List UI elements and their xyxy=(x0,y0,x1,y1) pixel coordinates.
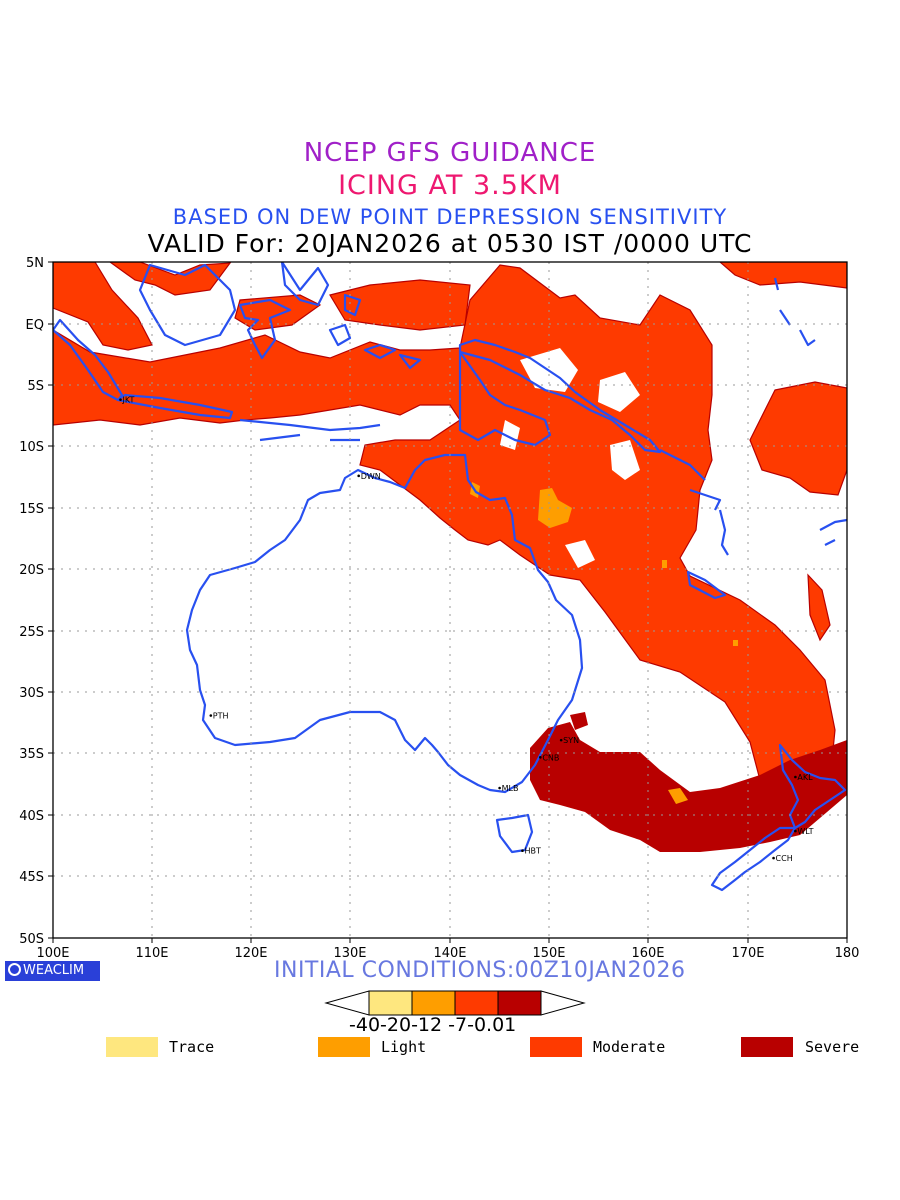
lat-label: 50S xyxy=(19,932,44,947)
lat-label: 40S xyxy=(19,809,44,824)
city-marker xyxy=(794,829,797,833)
lat-label: 20S xyxy=(19,563,44,578)
valid-time: VALID For: 20JAN2026 at 0530 IST /0000 U… xyxy=(147,229,753,258)
city-marker xyxy=(772,856,775,860)
java-coast xyxy=(116,393,234,420)
city-labels: JKT DWN PTH SYN CNB MLB HBT AKL WLT CCH xyxy=(119,396,814,863)
legend-label-moderate: Moderate xyxy=(593,1038,666,1056)
city-marker xyxy=(794,775,797,779)
lat-label: 30S xyxy=(19,686,44,701)
legend-swatch-severe xyxy=(741,1037,793,1057)
new-guinea-south xyxy=(458,350,552,447)
sulawesi-coast xyxy=(238,298,292,360)
fiji xyxy=(819,518,847,546)
city-marker xyxy=(521,849,524,853)
lon-label: 110E xyxy=(135,946,168,961)
small-islands xyxy=(773,277,816,347)
sumatra-coast xyxy=(53,318,124,402)
city-marker xyxy=(498,786,501,790)
weaclim-logo: WEACLIM xyxy=(5,961,100,981)
city-label-mlb: MLB xyxy=(502,784,519,793)
new-guinea-coast xyxy=(458,338,662,454)
lon-label: 130E xyxy=(333,946,366,961)
city-marker xyxy=(119,398,122,401)
longitude-labels: 100E 110E 120E 130E 140E 150E 160E 170E … xyxy=(36,946,859,961)
lat-label: 10S xyxy=(19,440,44,455)
lat-label: 15S xyxy=(19,502,44,517)
chart-subtitle: ICING AT 3.5KM xyxy=(338,170,562,201)
city-label-akl: AKL xyxy=(797,773,813,782)
city-label-cch: CCH xyxy=(776,854,793,863)
coastlines xyxy=(53,262,847,892)
tasmania-coast xyxy=(495,813,534,854)
australia-coast xyxy=(185,453,584,794)
colorbar-ticks: -40-20-12 -7-0.01 xyxy=(349,1014,517,1036)
lon-label: 150E xyxy=(532,946,565,961)
icing-severe-regions xyxy=(530,712,847,852)
legend-label-trace: Trace xyxy=(169,1038,215,1056)
lon-label: 160E xyxy=(631,946,664,961)
grid-lines xyxy=(53,262,847,938)
city-label-pth: PTH xyxy=(213,712,229,721)
legend-swatch-light xyxy=(318,1037,370,1057)
philippines-coast xyxy=(280,262,330,307)
lat-label: 45S xyxy=(19,870,44,885)
legend-swatch-trace xyxy=(106,1037,158,1057)
lon-label: 140E xyxy=(433,946,466,961)
latitude-labels: 5N EQ 5S 10S 15S 20S 25S 30S 35S 40S 45S… xyxy=(19,256,44,947)
chart-title: NCEP GFS GUIDANCE xyxy=(303,138,597,168)
initial-conditions: INITIAL CONDITIONS:00Z10JAN2026 xyxy=(274,958,686,983)
icing-moderate-regions xyxy=(53,262,847,801)
lon-label: 180 xyxy=(835,946,860,961)
city-label-wlt: WLT xyxy=(797,827,813,836)
legend-label-severe: Severe xyxy=(805,1038,860,1056)
lon-label: 170E xyxy=(731,946,764,961)
borneo-coast xyxy=(138,263,237,347)
logo-text: WEACLIM xyxy=(23,963,85,978)
chart-method: BASED ON DEW POINT DEPRESSION SENSITIVIT… xyxy=(172,205,728,229)
halmahera xyxy=(343,293,362,317)
city-label-syn: SYN xyxy=(563,736,579,745)
legend-swatch-moderate xyxy=(530,1037,582,1057)
nz-north-island xyxy=(778,743,847,830)
lat-label: 25S xyxy=(19,625,44,640)
lat-label: 35S xyxy=(19,747,44,762)
lon-label: 100E xyxy=(36,946,69,961)
city-marker xyxy=(209,714,213,717)
vanuatu xyxy=(718,509,729,556)
lat-label: 5S xyxy=(27,379,44,394)
city-marker xyxy=(357,474,360,478)
solomons xyxy=(659,449,722,511)
lat-label: 5N xyxy=(26,256,44,271)
new-caledonia xyxy=(686,570,727,600)
lat-label: EQ xyxy=(26,318,44,333)
copyright-icon xyxy=(8,963,21,976)
city-label-hbt: HBT xyxy=(524,847,541,856)
nz-south-island xyxy=(710,826,797,892)
axis-ticks xyxy=(48,261,848,943)
city-label-dwn: DWN xyxy=(361,472,381,481)
city-label-cnb: CNB xyxy=(542,753,559,762)
legend-label-light: Light xyxy=(381,1038,427,1056)
city-marker xyxy=(559,738,563,742)
city-marker xyxy=(539,756,542,759)
lesser-sunda xyxy=(239,418,381,442)
lon-label: 120E xyxy=(234,946,267,961)
maluku-coast xyxy=(328,323,422,370)
city-label-jkt: JKT xyxy=(121,396,134,405)
